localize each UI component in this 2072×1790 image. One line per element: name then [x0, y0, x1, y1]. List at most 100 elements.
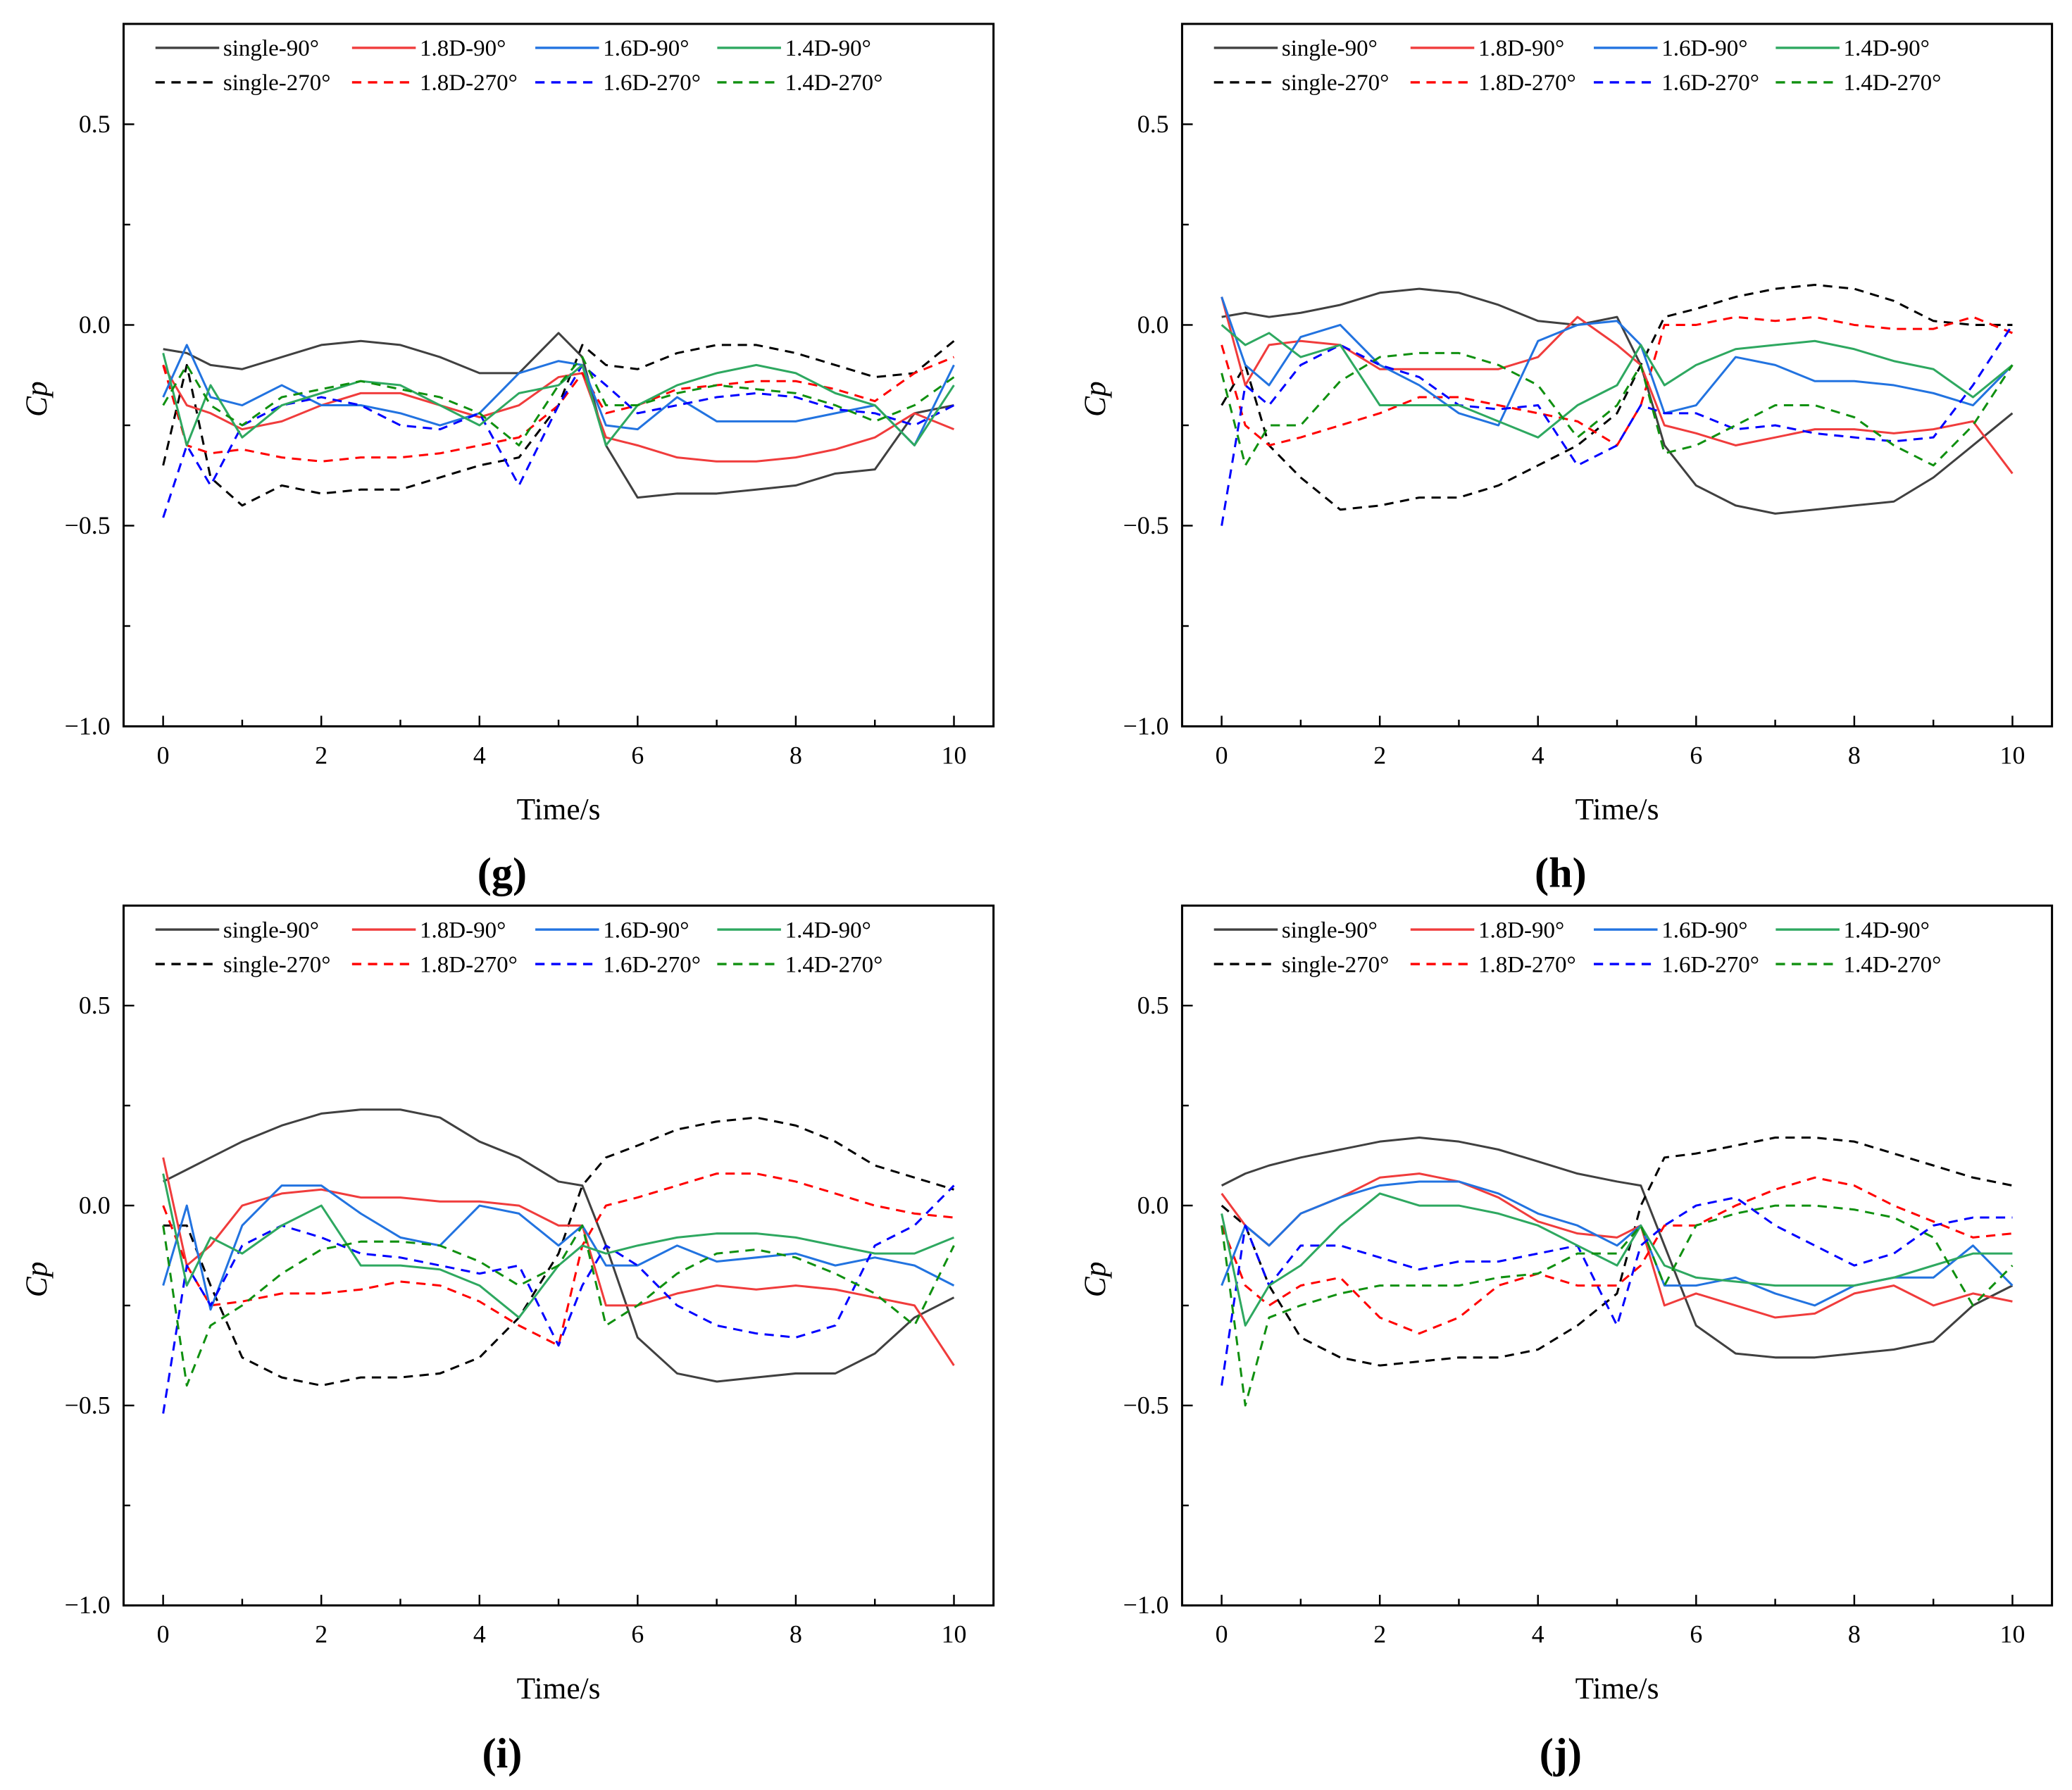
- x-tick-label: 6: [1690, 741, 1702, 769]
- legend-label: 1.8D-90°: [1478, 918, 1564, 943]
- legend-label: 1.4D-270°: [785, 952, 883, 977]
- legend-item: 1.4D-90°: [717, 36, 871, 61]
- legend-item: 1.4D-270°: [717, 952, 882, 977]
- legend-label: 1.4D-90°: [785, 918, 871, 943]
- legend-item: 1.4D-270°: [1775, 952, 1941, 977]
- legend-item: 1.8D-270°: [1410, 952, 1576, 977]
- series-line-single-90°: [163, 332, 954, 499]
- series-group: [162, 332, 955, 518]
- x-axis-title: Time/s: [517, 793, 601, 827]
- legend-item: 1.4D-270°: [717, 70, 882, 96]
- series-line-1.6D-270°: [162, 363, 955, 518]
- series-line-1.8D-90°: [1221, 296, 2014, 475]
- legend-label: 1.6D-90°: [603, 36, 689, 61]
- legend-item: 1.6D-90°: [535, 918, 689, 943]
- legend-label: 1.6D-270°: [1661, 952, 1759, 977]
- y-tick-label: −0.5: [65, 1391, 111, 1419]
- series-line-1.8D-90°: [162, 364, 955, 463]
- chart-panel-j: 0 2 4 6 8 10 −1.0 −0.5 0.0 0.5 Time/s Cp single-90° 1…: [1078, 904, 2054, 1777]
- series-line-1.6D-270°: [1221, 1196, 2013, 1386]
- y-tick-label: 0.0: [1137, 1191, 1169, 1219]
- y-tick-label: −1.0: [65, 712, 111, 740]
- x-tick-label: 4: [1532, 1620, 1544, 1648]
- legend-item: 1.8D-270°: [351, 952, 518, 977]
- y-tick-label: 0.5: [1137, 110, 1169, 138]
- plot-frame: [122, 23, 995, 728]
- legend-label: 1.8D-270°: [1478, 70, 1576, 96]
- legend-label: 1.6D-270°: [603, 952, 701, 977]
- y-tick-label: −0.5: [1123, 511, 1169, 539]
- legend-label: single-90°: [1282, 918, 1378, 943]
- series-line-single-270°: [163, 1116, 954, 1387]
- x-tick-label: 2: [315, 741, 327, 769]
- x-tick-label: 2: [315, 1620, 327, 1648]
- series-line-1.8D-270°: [162, 1172, 954, 1347]
- legend-label: 1.4D-90°: [1844, 918, 1930, 943]
- x-axis-title: Time/s: [1575, 793, 1659, 827]
- legend-item: 1.8D-270°: [351, 70, 518, 96]
- series-line-single-270°: [162, 340, 955, 507]
- legend-label: single-270°: [223, 952, 331, 977]
- legend-item: single-90°: [1213, 36, 1378, 61]
- y-tick-label: 0.5: [1137, 991, 1169, 1019]
- series-line-1.4D-270°: [1221, 351, 2014, 467]
- legend-item: 1.8D-90°: [1410, 36, 1564, 61]
- legend-item: single-270°: [1213, 70, 1390, 96]
- panel-label: (i): [482, 1730, 522, 1777]
- x-tick-label: 6: [631, 1620, 644, 1648]
- series-line-1.4D-270°: [1221, 1204, 2014, 1407]
- legend-label: 1.4D-270°: [1844, 952, 1942, 977]
- series-line-1.6D-90°: [162, 1184, 955, 1311]
- legend-item: 1.6D-270°: [535, 952, 701, 977]
- legend-item: single-270°: [155, 70, 331, 96]
- x-tick-label: 10: [942, 1620, 967, 1648]
- series-line-1.8D-270°: [1221, 315, 2013, 446]
- x-tick-label: 2: [1373, 1620, 1386, 1648]
- series-group: [1221, 1137, 2014, 1407]
- legend-label: 1.8D-270°: [1478, 952, 1576, 977]
- legend-item: 1.6D-270°: [535, 70, 701, 96]
- legend-label: 1.4D-270°: [785, 70, 883, 96]
- legend-label: single-90°: [223, 918, 319, 943]
- y-tick-label: −0.5: [65, 511, 111, 539]
- legend-item: single-90°: [155, 36, 319, 61]
- y-tick-label: −1.0: [65, 1591, 111, 1619]
- x-tick-label: 4: [473, 741, 486, 769]
- legend-label: 1.6D-270°: [603, 70, 701, 96]
- legend-label: single-270°: [1282, 70, 1390, 96]
- x-tick-label: 10: [2000, 741, 2026, 769]
- x-tick-label: 4: [1532, 741, 1544, 769]
- panel-label: (h): [1535, 850, 1587, 897]
- y-tick-label: −0.5: [1123, 1391, 1169, 1419]
- legend-label: 1.6D-90°: [1661, 918, 1747, 943]
- legend-label: 1.6D-270°: [1661, 70, 1759, 96]
- y-tick-label: −1.0: [1123, 712, 1169, 740]
- legend-item: 1.6D-90°: [535, 36, 689, 61]
- y-tick-label: 0.0: [79, 311, 111, 339]
- plot-frame: [1180, 23, 2054, 728]
- x-tick-label: 8: [1848, 741, 1861, 769]
- legend-item: 1.4D-90°: [717, 918, 871, 943]
- legend-label: 1.8D-90°: [1478, 36, 1564, 61]
- x-tick-label: 0: [157, 1620, 170, 1648]
- series-line-1.4D-90°: [162, 353, 955, 446]
- series-line-1.6D-90°: [162, 344, 955, 446]
- legend-label: single-270°: [223, 70, 331, 96]
- legend-label: 1.4D-90°: [785, 36, 871, 61]
- legend-label: 1.8D-90°: [420, 36, 506, 61]
- series-line-1.4D-90°: [1221, 324, 2014, 439]
- legend-item: 1.4D-270°: [1775, 70, 1941, 96]
- x-tick-label: 8: [1848, 1620, 1861, 1648]
- x-tick-label: 0: [1216, 741, 1228, 769]
- x-axis-title: Time/s: [517, 1672, 601, 1705]
- x-tick-label: 6: [1690, 1620, 1702, 1648]
- y-axis-title: Cp: [1078, 1262, 1112, 1298]
- panel-label: (j): [1540, 1730, 1582, 1777]
- legend-item: 1.6D-270°: [1594, 952, 1759, 977]
- x-axis-title: Time/s: [1575, 1672, 1659, 1705]
- x-tick-label: 10: [2000, 1620, 2026, 1648]
- panel-label: (g): [478, 850, 527, 897]
- y-axis-title: Cp: [20, 1262, 54, 1298]
- legend-label: single-90°: [1282, 36, 1378, 61]
